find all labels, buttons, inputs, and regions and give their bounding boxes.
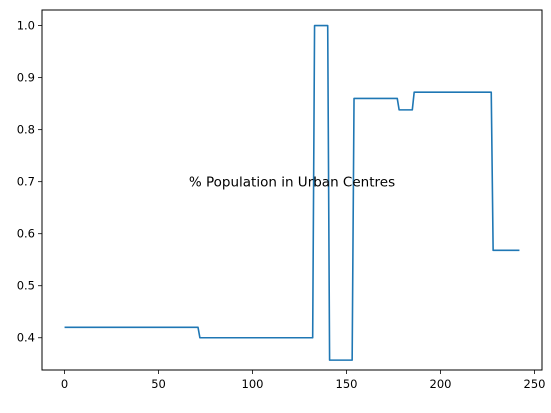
x-tick-label: 150 xyxy=(336,377,358,391)
y-tick-label: 0.9 xyxy=(17,71,35,85)
y-tick-label: 0.6 xyxy=(17,227,35,241)
x-tick-label: 50 xyxy=(151,377,166,391)
y-axis-ticks: 0.4 0.5 0.6 0.7 0.8 0.9 1.0 xyxy=(17,19,42,345)
y-tick-label: 0.4 xyxy=(17,331,35,345)
x-tick-label: 100 xyxy=(242,377,264,391)
x-tick-label: 0 xyxy=(61,377,68,391)
series-line-0 xyxy=(64,24,520,361)
y-tick-label: 0.8 xyxy=(17,123,35,137)
x-tick-label: 250 xyxy=(524,377,546,391)
plot-marks xyxy=(64,24,520,361)
x-tick-label: 200 xyxy=(430,377,452,391)
chart-title: % Population in Urban Centres xyxy=(189,175,395,191)
x-axis-ticks: 0 50 100 150 200 250 xyxy=(61,370,546,391)
axes-frame xyxy=(41,9,543,371)
y-tick-label: 0.5 xyxy=(17,279,35,293)
y-tick-label: 0.7 xyxy=(17,175,35,189)
y-tick-label: 1.0 xyxy=(17,19,35,33)
